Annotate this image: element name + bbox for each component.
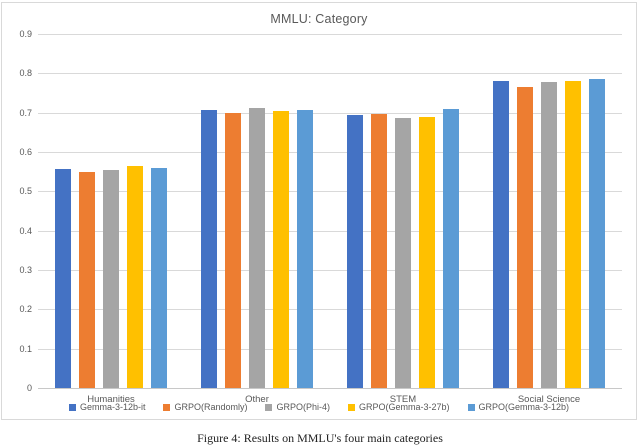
bar-cluster (330, 34, 476, 388)
bar-group (476, 34, 622, 388)
y-tick-label: 0.9 (19, 29, 32, 39)
bar-group (184, 34, 330, 388)
bar-cluster (184, 34, 330, 388)
y-tick-label: 0 (26, 383, 32, 393)
gridline (38, 270, 622, 271)
y-tick-label: 0.8 (19, 68, 32, 79)
legend-item: GRPO(Gemma-3-12b) (467, 402, 570, 412)
y-tick-label: 0.6 (19, 147, 32, 157)
legend-swatch (163, 403, 171, 411)
bar-GRPO(Gemma-3-12b)-Social Science (589, 78, 605, 388)
legend-label: GRPO(Phi-4) (276, 402, 330, 412)
chart-title: MMLU: Category (270, 12, 368, 26)
legend-item: GRPO(Gemma-3-27b) (348, 402, 450, 412)
gridline (38, 73, 622, 75)
bar-GRPO(Randomly)-Humanities (79, 171, 95, 388)
bar-cluster (476, 34, 622, 388)
legend-label: GRPO(Randomly) (174, 402, 248, 412)
bar-Gemma-3-12b-it-Humanities (55, 169, 71, 388)
bar-group (38, 34, 184, 388)
legend-swatch (265, 403, 273, 411)
plot-area (38, 34, 622, 389)
x-axis-labels: Humanities Other STEM Social Science (38, 394, 622, 406)
legend-swatch (467, 403, 475, 411)
bar-Gemma-3-12b-it-Other (201, 110, 217, 388)
category-label: STEM (389, 394, 417, 405)
gridline (38, 230, 622, 232)
gridline (38, 191, 622, 193)
legend-label: GRPO(Gemma-3-27b) (359, 402, 450, 412)
y-tick-label: 0.3 (19, 265, 32, 275)
bar-GRPO(Gemma-3-12b)-Humanities (151, 167, 167, 388)
bar-GRPO(Randomly)-Social Science (517, 86, 533, 388)
bar-GRPO(Randomly)-Other (225, 112, 241, 388)
legend-item: Gemma-3-12b-it (68, 402, 146, 412)
figure-caption: Figure 4: Results on MMLU's four main ca… (197, 431, 443, 445)
bar-GRPO(Gemma-3-27b)-Humanities (127, 165, 143, 388)
gridline (38, 152, 622, 153)
bar-GRPO(Gemma-3-12b)-STEM (443, 108, 459, 388)
y-tick-label: 0.5 (19, 186, 32, 197)
legend-label: GRPO(Gemma-3-12b) (478, 402, 570, 412)
bar-GRPO(Gemma-3-27b)-STEM (419, 117, 435, 388)
legend-label: Gemma-3-12b-it (79, 402, 146, 412)
bar-GRPO(Gemma-3-27b)-Other (273, 111, 289, 388)
bar-GRPO(Gemma-3-12b)-Other (297, 109, 313, 388)
bar-Gemma-3-12b-it-Social Science (493, 81, 509, 388)
x-axis-line (38, 388, 622, 389)
gridline (38, 34, 622, 35)
bar-GRPO(Phi-4)-Humanities (103, 170, 119, 388)
bar-Gemma-3-12b-it-STEM (347, 114, 363, 388)
legend-item: GRPO(Randomly) (163, 402, 247, 412)
category-label: Other (245, 394, 269, 405)
y-tick-label: 0.7 (19, 107, 32, 118)
y-axis: 0 0.1 0.2 0.3 0.4 0.5 0.6 0.7 0.8 0.9 (2, 29, 34, 393)
bar-GRPO(Phi-4)-Social Science (541, 82, 557, 388)
bar-GRPO(Randomly)-STEM (371, 113, 387, 388)
legend-swatch (348, 403, 355, 411)
bar-GRPO(Gemma-3-27b)-Social Science (565, 81, 581, 388)
bar-GRPO(Phi-4)-STEM (395, 117, 411, 388)
bar-GRPO(Phi-4)-Other (249, 107, 265, 388)
gridline (38, 112, 622, 114)
category-label: Social Science (517, 394, 581, 405)
gridline (38, 348, 622, 350)
bar-group (330, 34, 476, 388)
y-tick-label: 0.4 (19, 225, 32, 236)
chart-frame: MMLU: Category 0 0.1 0.2 0.3 0.4 0.5 0.6 0.7 0.8… (1, 2, 637, 420)
legend-swatch (68, 403, 76, 411)
gridline (38, 309, 622, 311)
category-label: Humanities (87, 394, 135, 405)
bar-cluster (38, 34, 184, 388)
y-tick-label: 0.1 (19, 343, 32, 354)
legend: Gemma-3-12b-it GRPO(Randomly) GRPO(Phi-4) G… (2, 402, 636, 412)
legend-item: GRPO(Phi-4) (265, 402, 330, 412)
y-tick-label: 0.2 (19, 304, 32, 315)
